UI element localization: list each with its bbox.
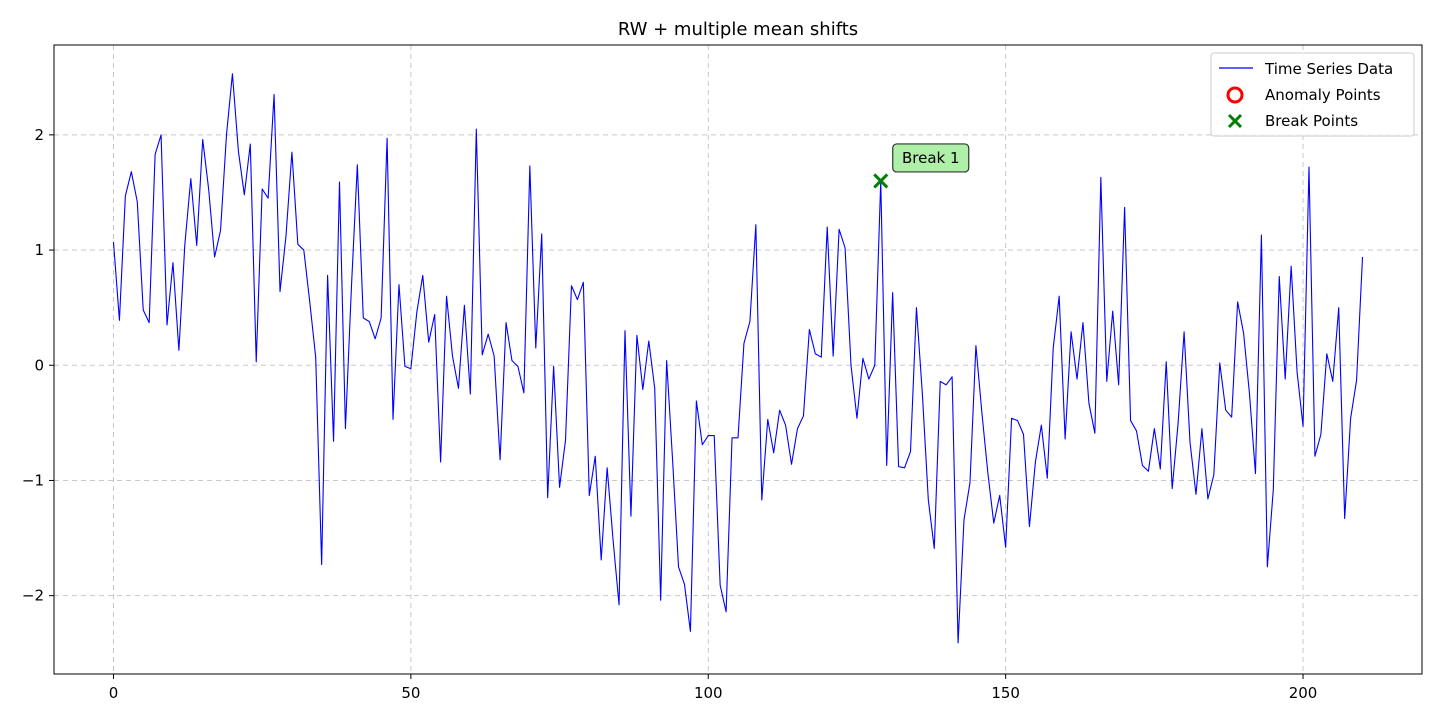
- x-tick-label: 100: [694, 684, 723, 702]
- x-tick-label: 150: [991, 684, 1020, 702]
- legend-label-break: Break Points: [1265, 112, 1358, 130]
- y-tick-label: −1: [22, 471, 44, 489]
- legend-break-swatch: [1227, 113, 1243, 129]
- y-tick-label: 0: [34, 356, 44, 374]
- x-tick-label: 50: [401, 684, 420, 702]
- legend-anomaly-swatch: [1226, 86, 1244, 104]
- legend-frame: [1210, 52, 1415, 137]
- chart-title: RW + multiple mean shifts: [618, 19, 858, 40]
- break-annotation-box: [892, 143, 970, 173]
- y-tick-label: 2: [34, 126, 44, 144]
- break-layer: Break 1: [873, 143, 970, 189]
- x-tick-label: 200: [1289, 684, 1318, 702]
- break-annotation: Break 1: [892, 143, 970, 173]
- x-tick-label: 0: [109, 684, 119, 702]
- legend: Time Series Data Anomaly Points Break Po…: [1210, 52, 1415, 137]
- plot-area: [54, 45, 1422, 674]
- break-annotation-label: Break 1: [902, 149, 960, 167]
- legend-label-series: Time Series Data: [1264, 60, 1393, 78]
- series-line-0: [112, 73, 1364, 644]
- legend-label-anomaly: Anomaly Points: [1265, 86, 1381, 104]
- axis-layer: 0 50 100 150 200 −2 −1 0 1 2: [22, 126, 1317, 702]
- series-layer: [112, 73, 1364, 644]
- grid-layer: [54, 45, 1422, 674]
- y-tick-label: −2: [22, 587, 44, 605]
- y-tick-label: 1: [34, 241, 44, 259]
- plot-frame: [53, 44, 1423, 675]
- break-point-marker: [873, 173, 889, 189]
